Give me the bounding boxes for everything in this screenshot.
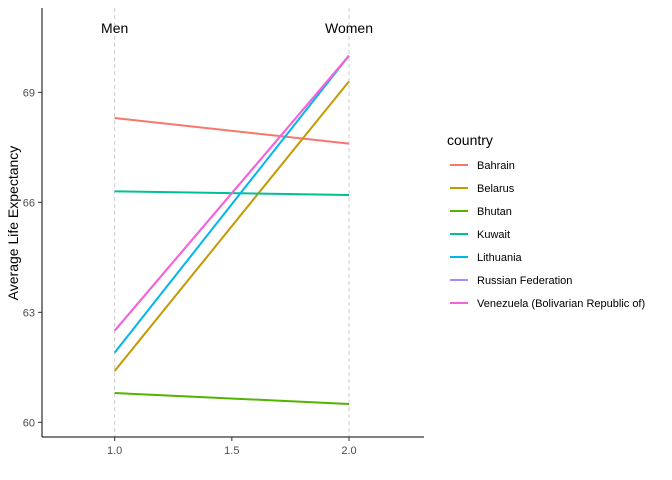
legend-entry-label: Russian Federation [477,275,572,287]
y-tick-label: 63 [23,307,35,319]
y-tick-label: 69 [23,87,35,99]
group-guide-lines [114,8,350,437]
y-tick-label: 66 [23,197,35,209]
series-line [114,392,350,405]
group-label: Men [101,20,128,36]
group-labels: Men Women [101,20,373,36]
legend-items: Bahrain Belarus Bhutan Kuwait Lithuania Russi… [450,160,645,310]
y-tick-label: 60 [23,417,35,429]
legend-entry-label: Venezuela (Bolivarian Republic of) [477,298,645,310]
axes [41,8,424,438]
legend: country Bahrain Belarus Bhutan Kuwait Lithua… [447,132,645,310]
legend-entry-label: Bhutan [477,206,512,218]
series-lines [113,55,350,405]
series-line [113,55,350,354]
group-label: Women [325,20,373,36]
series-line [113,80,350,372]
x-tick-label: 2.0 [341,445,356,457]
y-axis-title: Average Life Expectancy [5,146,21,301]
y-ticks: 60 63 66 69 [23,87,42,429]
legend-entry-label: Lithuania [477,252,523,264]
x-tick-label: 1.0 [107,445,122,457]
series-line [114,117,350,145]
legend-entry-label: Bahrain [477,160,515,172]
legend-entry-label: Belarus [477,183,515,195]
legend-title: country [447,132,493,148]
x-tick-label: 1.5 [224,445,239,457]
legend-entry-label: Kuwait [477,229,510,241]
series-line [113,55,350,332]
x-ticks: 1.0 1.5 2.0 [107,437,357,457]
